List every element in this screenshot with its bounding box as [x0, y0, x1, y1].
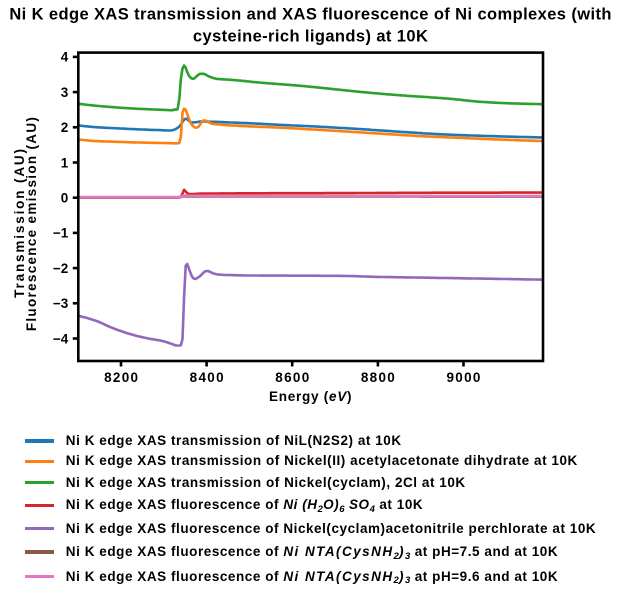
- svg-text:Fluorescence emission (AU): Fluorescence emission (AU): [24, 116, 39, 331]
- svg-text:3: 3: [61, 85, 69, 100]
- svg-text:Energy (eV): Energy (eV): [269, 389, 352, 404]
- svg-text:cysteine-rich ligands) at 10K: cysteine-rich ligands) at 10K: [193, 27, 428, 45]
- svg-text:Transmission (AU): Transmission (AU): [12, 147, 27, 298]
- svg-text:4: 4: [61, 50, 69, 65]
- svg-text:−1: −1: [53, 226, 69, 241]
- svg-text:2: 2: [61, 120, 69, 135]
- svg-text:8600: 8600: [275, 370, 310, 385]
- svg-text:1: 1: [61, 155, 69, 170]
- svg-text:−2: −2: [53, 261, 68, 276]
- svg-text:Ni K edge XAS transmission and: Ni K edge XAS transmission and XAS fluor…: [9, 5, 612, 23]
- svg-text:8200: 8200: [104, 370, 139, 385]
- svg-text:8400: 8400: [190, 370, 225, 385]
- svg-text:8800: 8800: [361, 370, 396, 385]
- svg-text:−3: −3: [53, 296, 69, 311]
- svg-text:9000: 9000: [446, 370, 481, 385]
- svg-text:0: 0: [61, 191, 69, 206]
- svg-text:−4: −4: [53, 331, 69, 346]
